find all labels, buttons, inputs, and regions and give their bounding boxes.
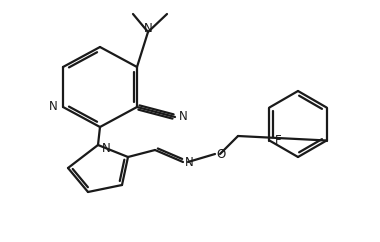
Text: N: N [185, 156, 193, 168]
Text: N: N [179, 111, 187, 123]
Text: F: F [275, 134, 282, 147]
Text: N: N [49, 100, 57, 113]
Text: N: N [101, 143, 110, 156]
Text: O: O [216, 148, 226, 160]
Text: N: N [144, 22, 152, 35]
